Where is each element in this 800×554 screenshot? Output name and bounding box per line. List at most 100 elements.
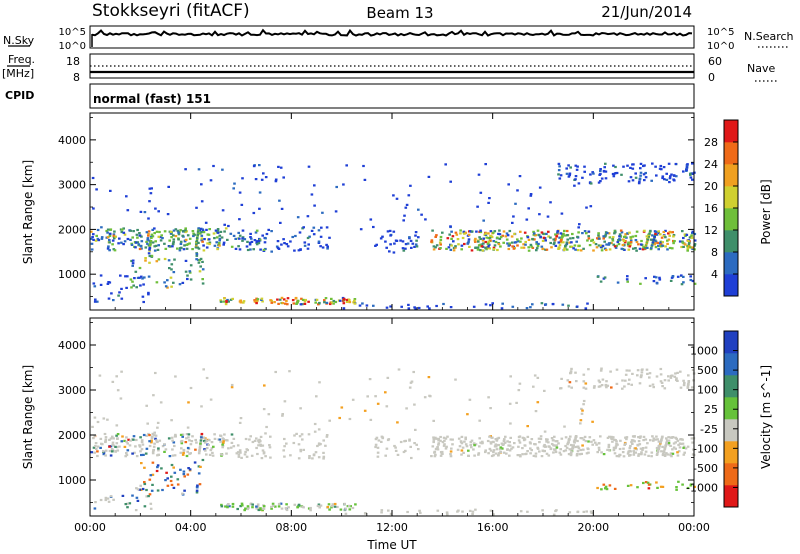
echo-cell: [148, 248, 151, 251]
echo-cell: [527, 238, 531, 241]
echo-cell: [265, 425, 268, 429]
echo-cell: [605, 386, 608, 389]
echo-cell: [476, 205, 479, 208]
echo-cell: [564, 234, 567, 237]
echo-cell: [637, 243, 640, 246]
echo-cell: [482, 219, 485, 222]
echo-cell: [655, 481, 658, 484]
echo-cell: [318, 381, 321, 384]
echo-cell: [577, 226, 580, 229]
echo-cell: [118, 237, 121, 240]
echo-cell: [642, 173, 646, 176]
echo-cell: [184, 168, 187, 171]
echo-cell: [317, 240, 321, 243]
echo-cell: [168, 239, 171, 242]
echo-cell: [596, 275, 600, 278]
echo-cell: [533, 238, 536, 241]
echo-cell: [293, 503, 297, 506]
echo-cell: [478, 445, 481, 448]
echo-cell: [327, 503, 331, 506]
echo-cell: [647, 483, 651, 486]
y-tick-label: 1000: [58, 474, 86, 487]
echo-cell: [214, 229, 218, 232]
echo-cell: [169, 232, 173, 235]
echo-cell: [363, 409, 367, 412]
echo-cell: [202, 244, 205, 247]
echo-cell: [443, 439, 446, 442]
echo-cell: [139, 284, 142, 287]
echo-cell: [203, 441, 207, 444]
echo-cell: [514, 241, 518, 244]
echo-cell: [568, 241, 571, 244]
echo-cell: [659, 373, 663, 376]
echo-cell: [634, 172, 637, 175]
echo-cell: [590, 239, 593, 242]
echo-cell: [258, 438, 261, 441]
echo-cell: [589, 510, 593, 513]
echo-cell: [587, 440, 590, 443]
echo-cell: [676, 454, 680, 457]
echo-cell: [502, 241, 505, 244]
echo-cell: [296, 299, 300, 302]
echo-cell: [221, 168, 224, 171]
echo-cell: [500, 307, 504, 310]
echo-cell: [625, 278, 629, 281]
echo-cell: [657, 447, 661, 450]
echo-cell: [255, 229, 259, 232]
echo-cell: [318, 506, 321, 509]
echo-cell: [183, 475, 186, 478]
echo-cell: [146, 238, 149, 241]
echo-cell: [284, 302, 287, 305]
echo-cell: [470, 446, 473, 449]
echo-cell: [632, 453, 636, 456]
echo-cell: [264, 432, 267, 435]
echo-cell: [125, 286, 128, 289]
echo-cell: [112, 498, 115, 501]
echo-cell: [234, 237, 237, 240]
echo-cell: [552, 513, 556, 516]
echo-cell: [408, 438, 411, 441]
echo-cell: [604, 177, 608, 180]
echo-cell: [662, 234, 666, 237]
echo-cell: [600, 451, 603, 454]
echo-cell: [92, 238, 95, 241]
echo-cell: [193, 233, 196, 236]
echo-cell: [148, 187, 152, 190]
echo-cell: [507, 244, 511, 247]
echo-cell: [664, 236, 667, 239]
echo-cell: [92, 233, 95, 236]
echo-cell: [564, 444, 567, 448]
echo-cell: [511, 245, 514, 248]
echo-cell: [104, 496, 108, 499]
echo-cell: [432, 419, 435, 422]
echo-cell: [201, 278, 204, 281]
echo-cell: [631, 442, 634, 445]
echo-cell: [691, 279, 695, 283]
echo-cell: [231, 502, 235, 506]
echo-cell: [156, 489, 160, 492]
echo-cell: [655, 282, 659, 285]
echo-cell: [534, 452, 538, 455]
echo-cell: [444, 447, 448, 450]
echo-cell: [506, 242, 509, 245]
echo-cell: [513, 232, 516, 235]
echo-cell: [458, 445, 462, 448]
echo-cell: [314, 301, 317, 304]
echo-cell: [610, 386, 613, 389]
echo-cell: [197, 168, 201, 171]
echo-cell: [430, 239, 434, 242]
echo-cell: [219, 434, 222, 437]
echo-cell: [280, 243, 283, 246]
echo-cell: [547, 454, 551, 457]
echo-cell: [557, 173, 560, 176]
echo-cell: [641, 248, 645, 251]
echo-cell: [616, 281, 620, 284]
echo-cell: [320, 226, 323, 229]
echo-cell: [131, 236, 134, 239]
echo-cell: [259, 435, 263, 438]
echo-cell: [218, 438, 222, 441]
echo-cell: [139, 488, 143, 491]
echo-cell: [192, 234, 195, 238]
echo-cell: [661, 244, 664, 247]
y-tick-label: 2000: [58, 429, 86, 442]
